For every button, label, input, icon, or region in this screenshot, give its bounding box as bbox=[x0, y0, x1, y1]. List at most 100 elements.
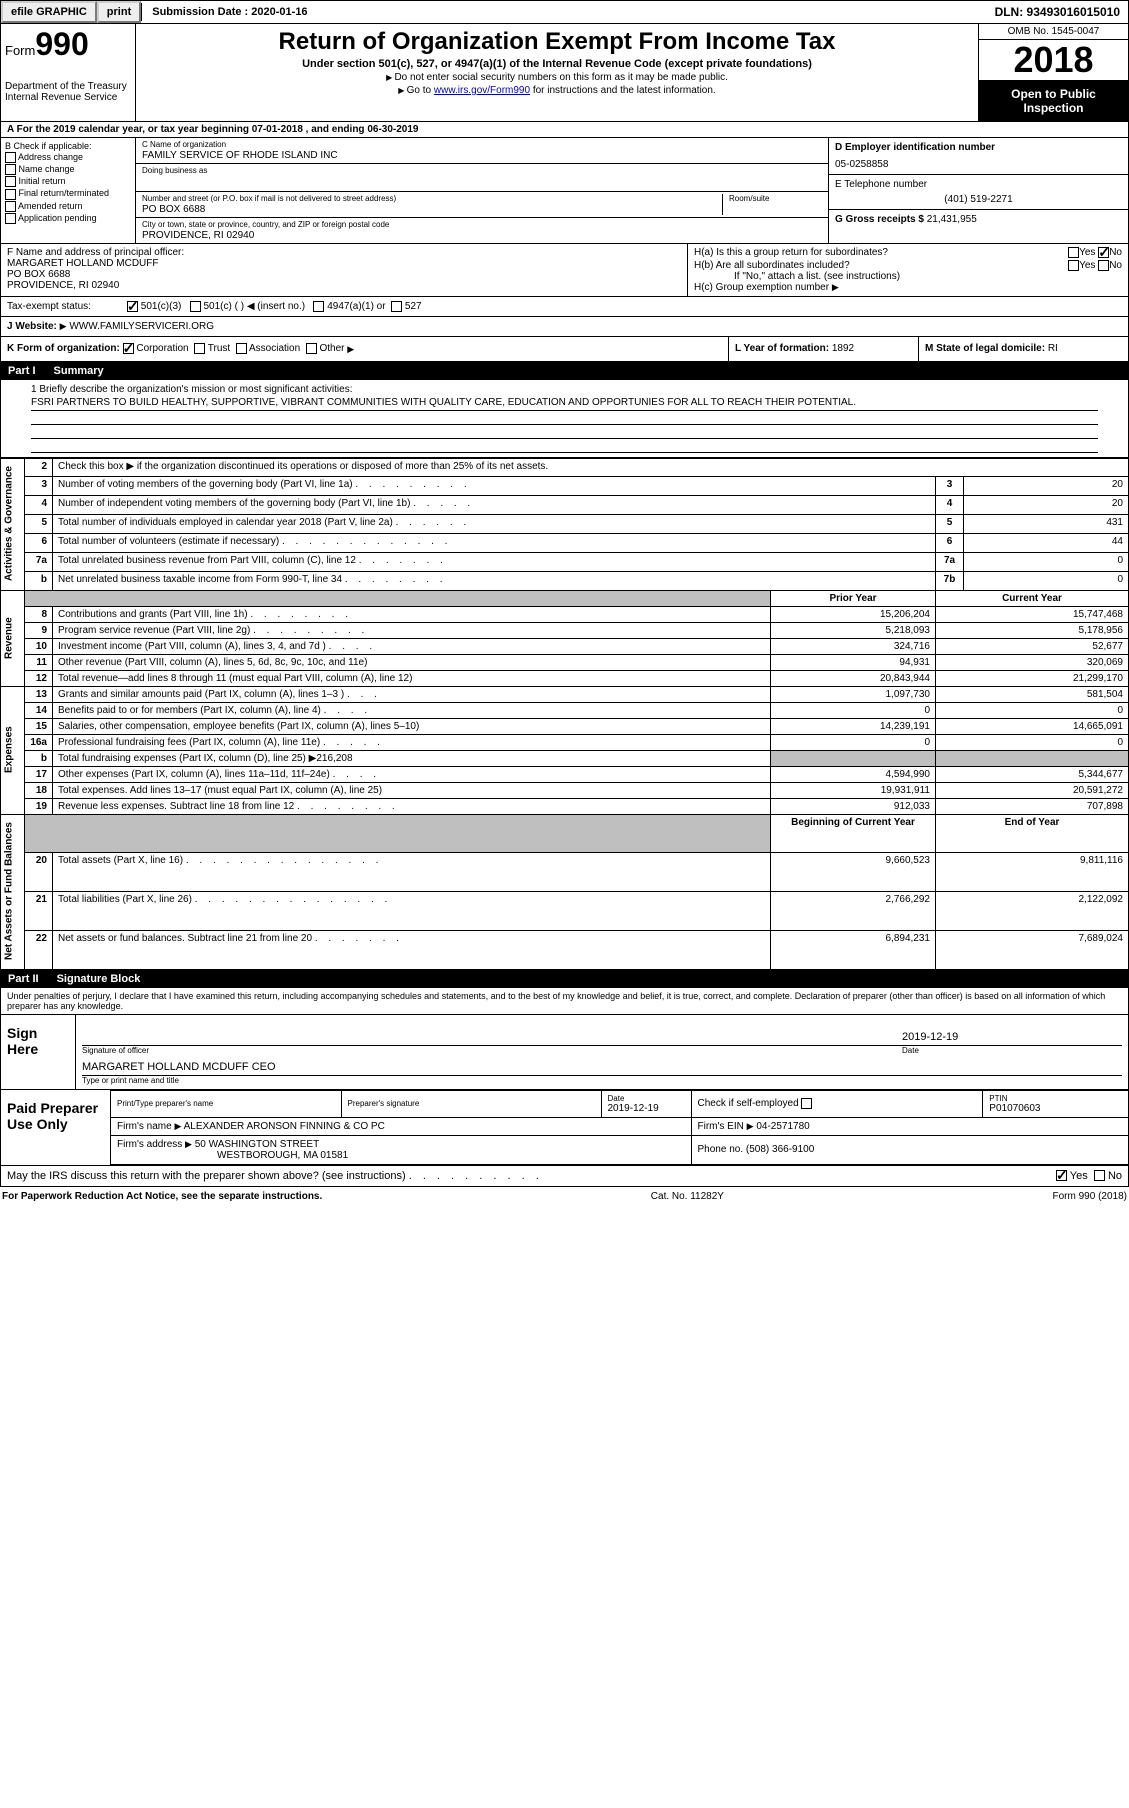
c8: 15,747,468 bbox=[936, 606, 1129, 622]
c14: 0 bbox=[936, 702, 1129, 718]
arrow-icon bbox=[185, 1139, 192, 1150]
checkbox-amended[interactable] bbox=[5, 201, 16, 212]
col-current: Current Year bbox=[936, 590, 1129, 606]
ha-no[interactable] bbox=[1098, 247, 1109, 258]
firm-name: ALEXANDER ARONSON FINNING & CO PC bbox=[184, 1121, 385, 1132]
chk-trust[interactable] bbox=[194, 343, 205, 354]
discuss-yes[interactable] bbox=[1056, 1170, 1067, 1181]
efile-label: efile GRAPHIC bbox=[1, 1, 97, 23]
city-label: City or town, state or province, country… bbox=[142, 220, 822, 229]
print-button[interactable]: print bbox=[97, 1, 141, 23]
discuss-no[interactable] bbox=[1094, 1170, 1105, 1181]
p18: 19,931,911 bbox=[771, 782, 936, 798]
p11: 94,931 bbox=[771, 654, 936, 670]
mission-text: FSRI PARTNERS TO BUILD HEALTHY, SUPPORTI… bbox=[31, 395, 1098, 411]
arrow-icon bbox=[347, 344, 354, 355]
checkbox-initial[interactable] bbox=[5, 176, 16, 187]
org-name-label: C Name of organization bbox=[142, 140, 822, 149]
chk-corp[interactable] bbox=[123, 343, 134, 354]
tax-status-label: Tax-exempt status: bbox=[7, 301, 127, 312]
checkbox-final[interactable] bbox=[5, 189, 16, 200]
street: PO BOX 6688 bbox=[142, 204, 722, 215]
c13: 581,504 bbox=[936, 686, 1129, 702]
checkbox-name-change[interactable] bbox=[5, 164, 16, 175]
city: PROVIDENCE, RI 02940 bbox=[142, 230, 822, 241]
col-beginning: Beginning of Current Year bbox=[771, 814, 936, 853]
side-activities: Activities & Governance bbox=[1, 458, 25, 590]
chk-527[interactable] bbox=[391, 301, 402, 312]
irs-url-link[interactable]: www.irs.gov/Form990 bbox=[434, 85, 530, 96]
row-a-period: A For the 2019 calendar year, or tax yea… bbox=[0, 122, 1129, 138]
year-formation: 1892 bbox=[832, 343, 854, 354]
col-end: End of Year bbox=[936, 814, 1129, 853]
chk-501c[interactable] bbox=[190, 301, 201, 312]
dba-label: Doing business as bbox=[142, 166, 822, 175]
phone-label: E Telephone number bbox=[835, 179, 1122, 190]
top-bar: efile GRAPHIC print Submission Date : 20… bbox=[0, 0, 1129, 24]
part2-header: Part II Signature Block bbox=[0, 970, 1129, 988]
side-netassets: Net Assets or Fund Balances bbox=[1, 814, 25, 969]
form-header: Form990 Department of the Treasury Inter… bbox=[0, 24, 1129, 122]
p19: 912,033 bbox=[771, 798, 936, 814]
c20: 9,811,116 bbox=[936, 853, 1129, 892]
officer-addr1: PO BOX 6688 bbox=[7, 269, 681, 280]
dln: DLN: 93493016015010 bbox=[987, 2, 1128, 22]
p8: 15,206,204 bbox=[771, 606, 936, 622]
form-ref: Form 990 (2018) bbox=[1053, 1191, 1127, 1202]
p22: 6,894,231 bbox=[771, 930, 936, 969]
website-row: J Website: WWW.FAMILYSERVICERI.ORG bbox=[0, 317, 1129, 337]
ha-yes[interactable] bbox=[1068, 247, 1079, 258]
ptin: P01070603 bbox=[989, 1103, 1122, 1114]
hc-label: H(c) Group exemption number bbox=[694, 282, 829, 293]
chk-other[interactable] bbox=[306, 343, 317, 354]
summary-table: Activities & Governance 2Check this box … bbox=[0, 458, 1129, 970]
val-6: 44 bbox=[964, 534, 1129, 553]
c11: 320,069 bbox=[936, 654, 1129, 670]
c22: 7,689,024 bbox=[936, 930, 1129, 969]
arrow-icon bbox=[174, 1121, 181, 1132]
paid-prep-label: Paid Preparer Use Only bbox=[1, 1090, 111, 1165]
chk-self-emp[interactable] bbox=[801, 1098, 812, 1109]
hb-no[interactable] bbox=[1098, 260, 1109, 271]
ssn-warning: Do not enter social security numbers on … bbox=[144, 72, 970, 83]
c21: 2,122,092 bbox=[936, 892, 1129, 931]
column-b-checkboxes: B Check if applicable: Address change Na… bbox=[1, 138, 136, 243]
discuss-row: May the IRS discuss this return with the… bbox=[0, 1166, 1129, 1187]
open-public-badge: Open to Public Inspection bbox=[979, 81, 1128, 121]
prep-date: 2019-12-19 bbox=[608, 1103, 685, 1114]
paid-preparer-block: Paid Preparer Use Only Print/Type prepar… bbox=[0, 1090, 1129, 1166]
arrow-icon bbox=[60, 321, 67, 332]
room-label: Room/suite bbox=[729, 194, 822, 203]
tax-status-row: Tax-exempt status: 501(c)(3) 501(c) ( ) … bbox=[0, 297, 1129, 317]
col-prior: Prior Year bbox=[771, 590, 936, 606]
c17: 5,344,677 bbox=[936, 766, 1129, 782]
chk-4947[interactable] bbox=[313, 301, 324, 312]
side-expenses: Expenses bbox=[1, 686, 25, 814]
p12: 20,843,944 bbox=[771, 670, 936, 686]
p9: 5,218,093 bbox=[771, 622, 936, 638]
ein: 05-0258858 bbox=[835, 159, 1122, 170]
ha-label: H(a) Is this a group return for subordin… bbox=[694, 247, 888, 258]
checkbox-pending[interactable] bbox=[5, 213, 16, 224]
cat-no: Cat. No. 11282Y bbox=[651, 1191, 724, 1202]
instructions-link: Go to www.irs.gov/Form990 for instructio… bbox=[144, 85, 970, 96]
gross-label: G Gross receipts $ bbox=[835, 214, 924, 225]
ein-label: D Employer identification number bbox=[835, 142, 1122, 153]
gross-receipts: 21,431,955 bbox=[927, 214, 977, 225]
firm-addr1: 50 WASHINGTON STREET bbox=[195, 1139, 319, 1150]
c9: 5,178,956 bbox=[936, 622, 1129, 638]
hb-label: H(b) Are all subordinates included? bbox=[694, 260, 850, 271]
hb-yes[interactable] bbox=[1068, 260, 1079, 271]
checkbox-addr-change[interactable] bbox=[5, 152, 16, 163]
firm-addr2: WESTBOROUGH, MA 01581 bbox=[117, 1150, 348, 1161]
p13: 1,097,730 bbox=[771, 686, 936, 702]
hb-note: If "No," attach a list. (see instruction… bbox=[694, 271, 1122, 282]
firm-ein: 04-2571780 bbox=[756, 1121, 809, 1132]
chk-501c3[interactable] bbox=[127, 301, 138, 312]
pra-notice: For Paperwork Reduction Act Notice, see … bbox=[2, 1191, 322, 1202]
val-3: 20 bbox=[964, 477, 1129, 496]
side-revenue: Revenue bbox=[1, 590, 25, 686]
c10: 52,677 bbox=[936, 638, 1129, 654]
p10: 324,716 bbox=[771, 638, 936, 654]
chk-assoc[interactable] bbox=[236, 343, 247, 354]
